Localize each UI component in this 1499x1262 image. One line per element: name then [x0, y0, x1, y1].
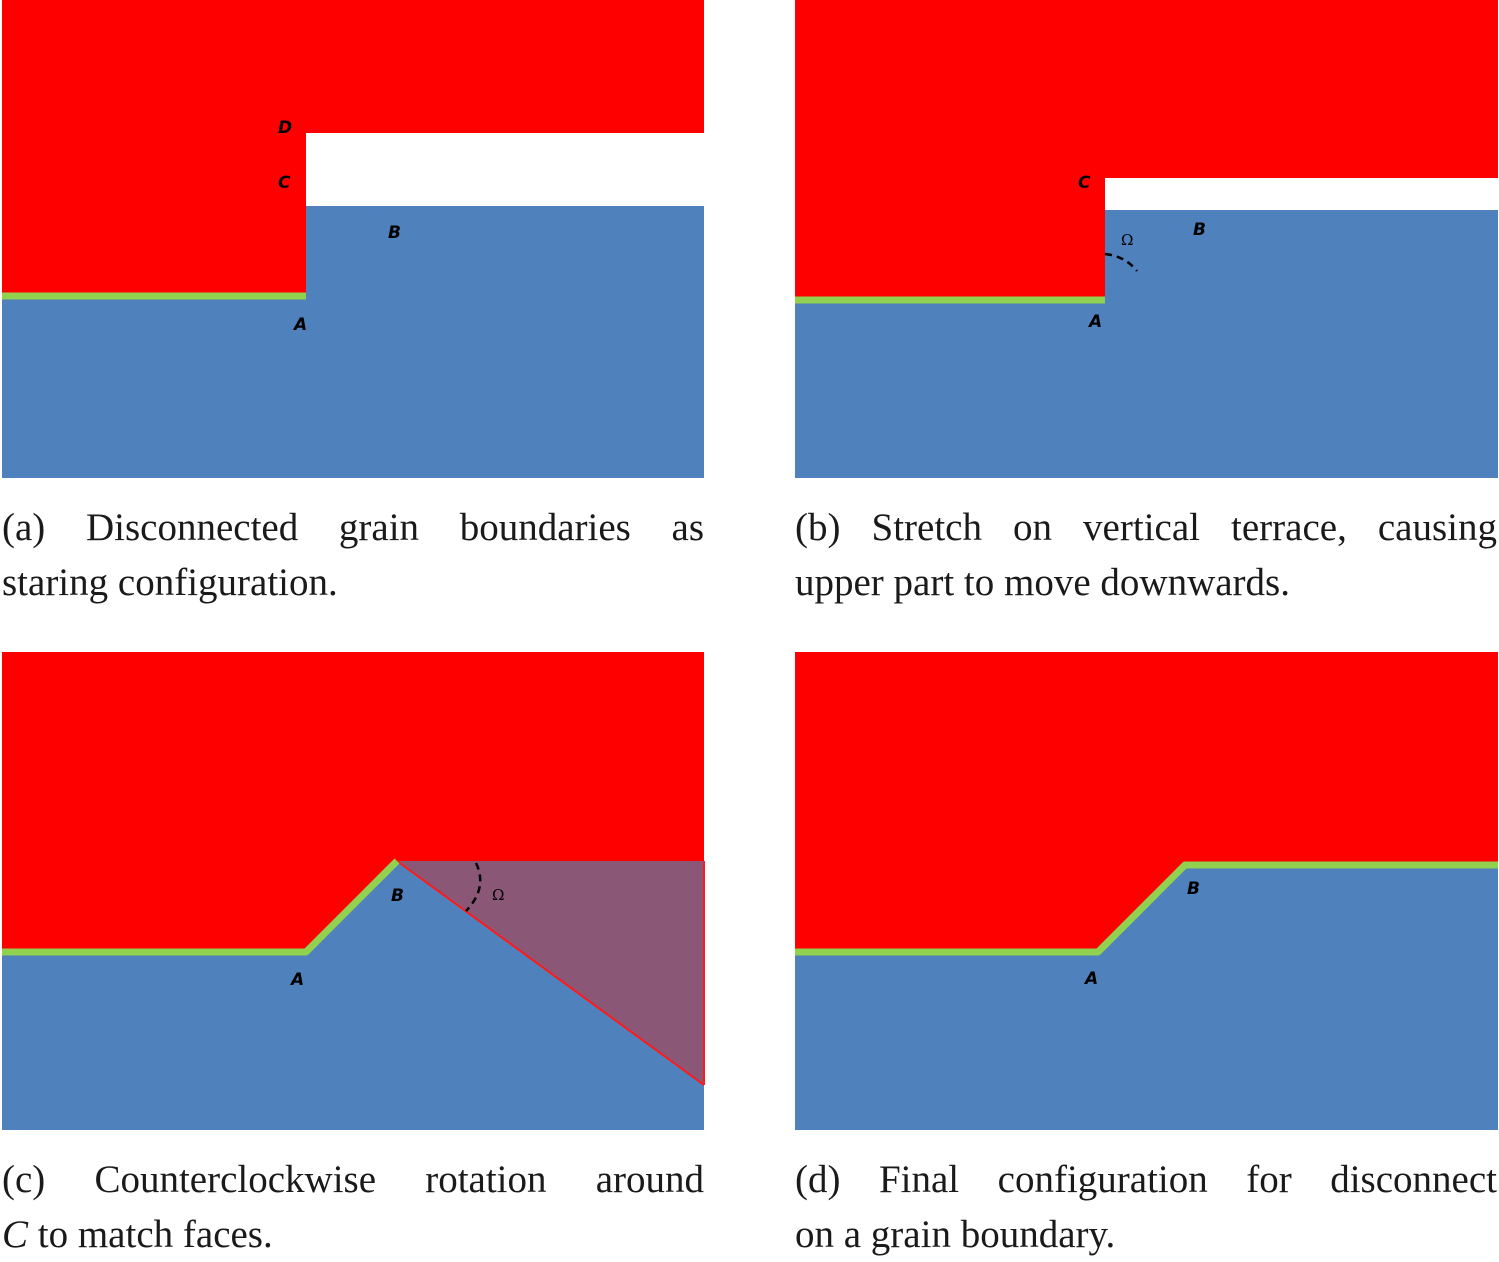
panel-d-diagram: B A — [795, 652, 1498, 1130]
gap — [1105, 178, 1498, 295]
caption-d-line1: (d) Final configuration for disconnect — [795, 1158, 1497, 1201]
upper-grain — [2, 0, 704, 296]
caption-b-line1: (b) Stretch on vertical terrace, causing — [795, 506, 1497, 549]
upper-grain — [795, 652, 1498, 952]
caption-b-line2: upper part to move downwards. — [795, 561, 1290, 604]
label-a: A — [1087, 312, 1102, 332]
label-a: A — [1083, 969, 1098, 989]
panel-b-diagram: Ω C B A — [795, 0, 1498, 478]
label-d: D — [278, 118, 292, 138]
caption-a-line1: (a) Disconnected grain boundaries as — [2, 506, 704, 549]
caption-b: (b) Stretch on vertical terrace, causing… — [795, 500, 1497, 610]
grain-boundary — [795, 861, 1498, 956]
angle-label: Ω — [1121, 231, 1133, 249]
label-b: B — [391, 886, 404, 906]
lower-grain-slope — [1105, 210, 1193, 305]
panel-a-diagram: D C B A — [2, 0, 704, 478]
angle-label: Ω — [492, 886, 504, 904]
panel-d: B A — [795, 652, 1499, 1132]
caption-c-line2-rest: to match faces. — [28, 1213, 273, 1256]
panel-b: Ω C B A — [795, 0, 1499, 480]
caption-d: (d) Final configuration for disconnect o… — [795, 1152, 1497, 1262]
panel-a: D C B A — [0, 0, 705, 480]
caption-c: (c) Counterclockwise rotation around C t… — [2, 1152, 704, 1262]
label-b: B — [1193, 220, 1206, 240]
angle-arc — [465, 862, 482, 912]
label-c: C — [278, 173, 291, 193]
rotation-edge — [396, 860, 705, 1086]
caption-c-line1: (c) Counterclockwise rotation around — [2, 1158, 704, 1201]
upper-grain — [795, 0, 1498, 300]
label-a: A — [289, 970, 304, 990]
label-b: B — [1187, 879, 1200, 899]
panel-c-diagram: Ω B A — [2, 652, 705, 1130]
label-a: A — [292, 315, 307, 335]
caption-d-line2: on a grain boundary. — [795, 1213, 1116, 1256]
caption-a: (a) Disconnected grain boundaries as sta… — [2, 500, 704, 610]
caption-a-line2: staring configuration. — [2, 561, 338, 604]
upper-grain — [2, 652, 704, 952]
gap — [306, 133, 704, 290]
grain-boundary — [2, 858, 400, 956]
caption-c-math: C — [2, 1213, 29, 1256]
lower-grain-slope — [306, 206, 383, 300]
label-c: C — [1078, 173, 1091, 193]
caption-c-line2: C to match faces. — [2, 1207, 704, 1262]
angle-arc — [1104, 252, 1138, 272]
panel-c: Ω B A — [0, 652, 705, 1132]
label-b: B — [388, 223, 401, 243]
